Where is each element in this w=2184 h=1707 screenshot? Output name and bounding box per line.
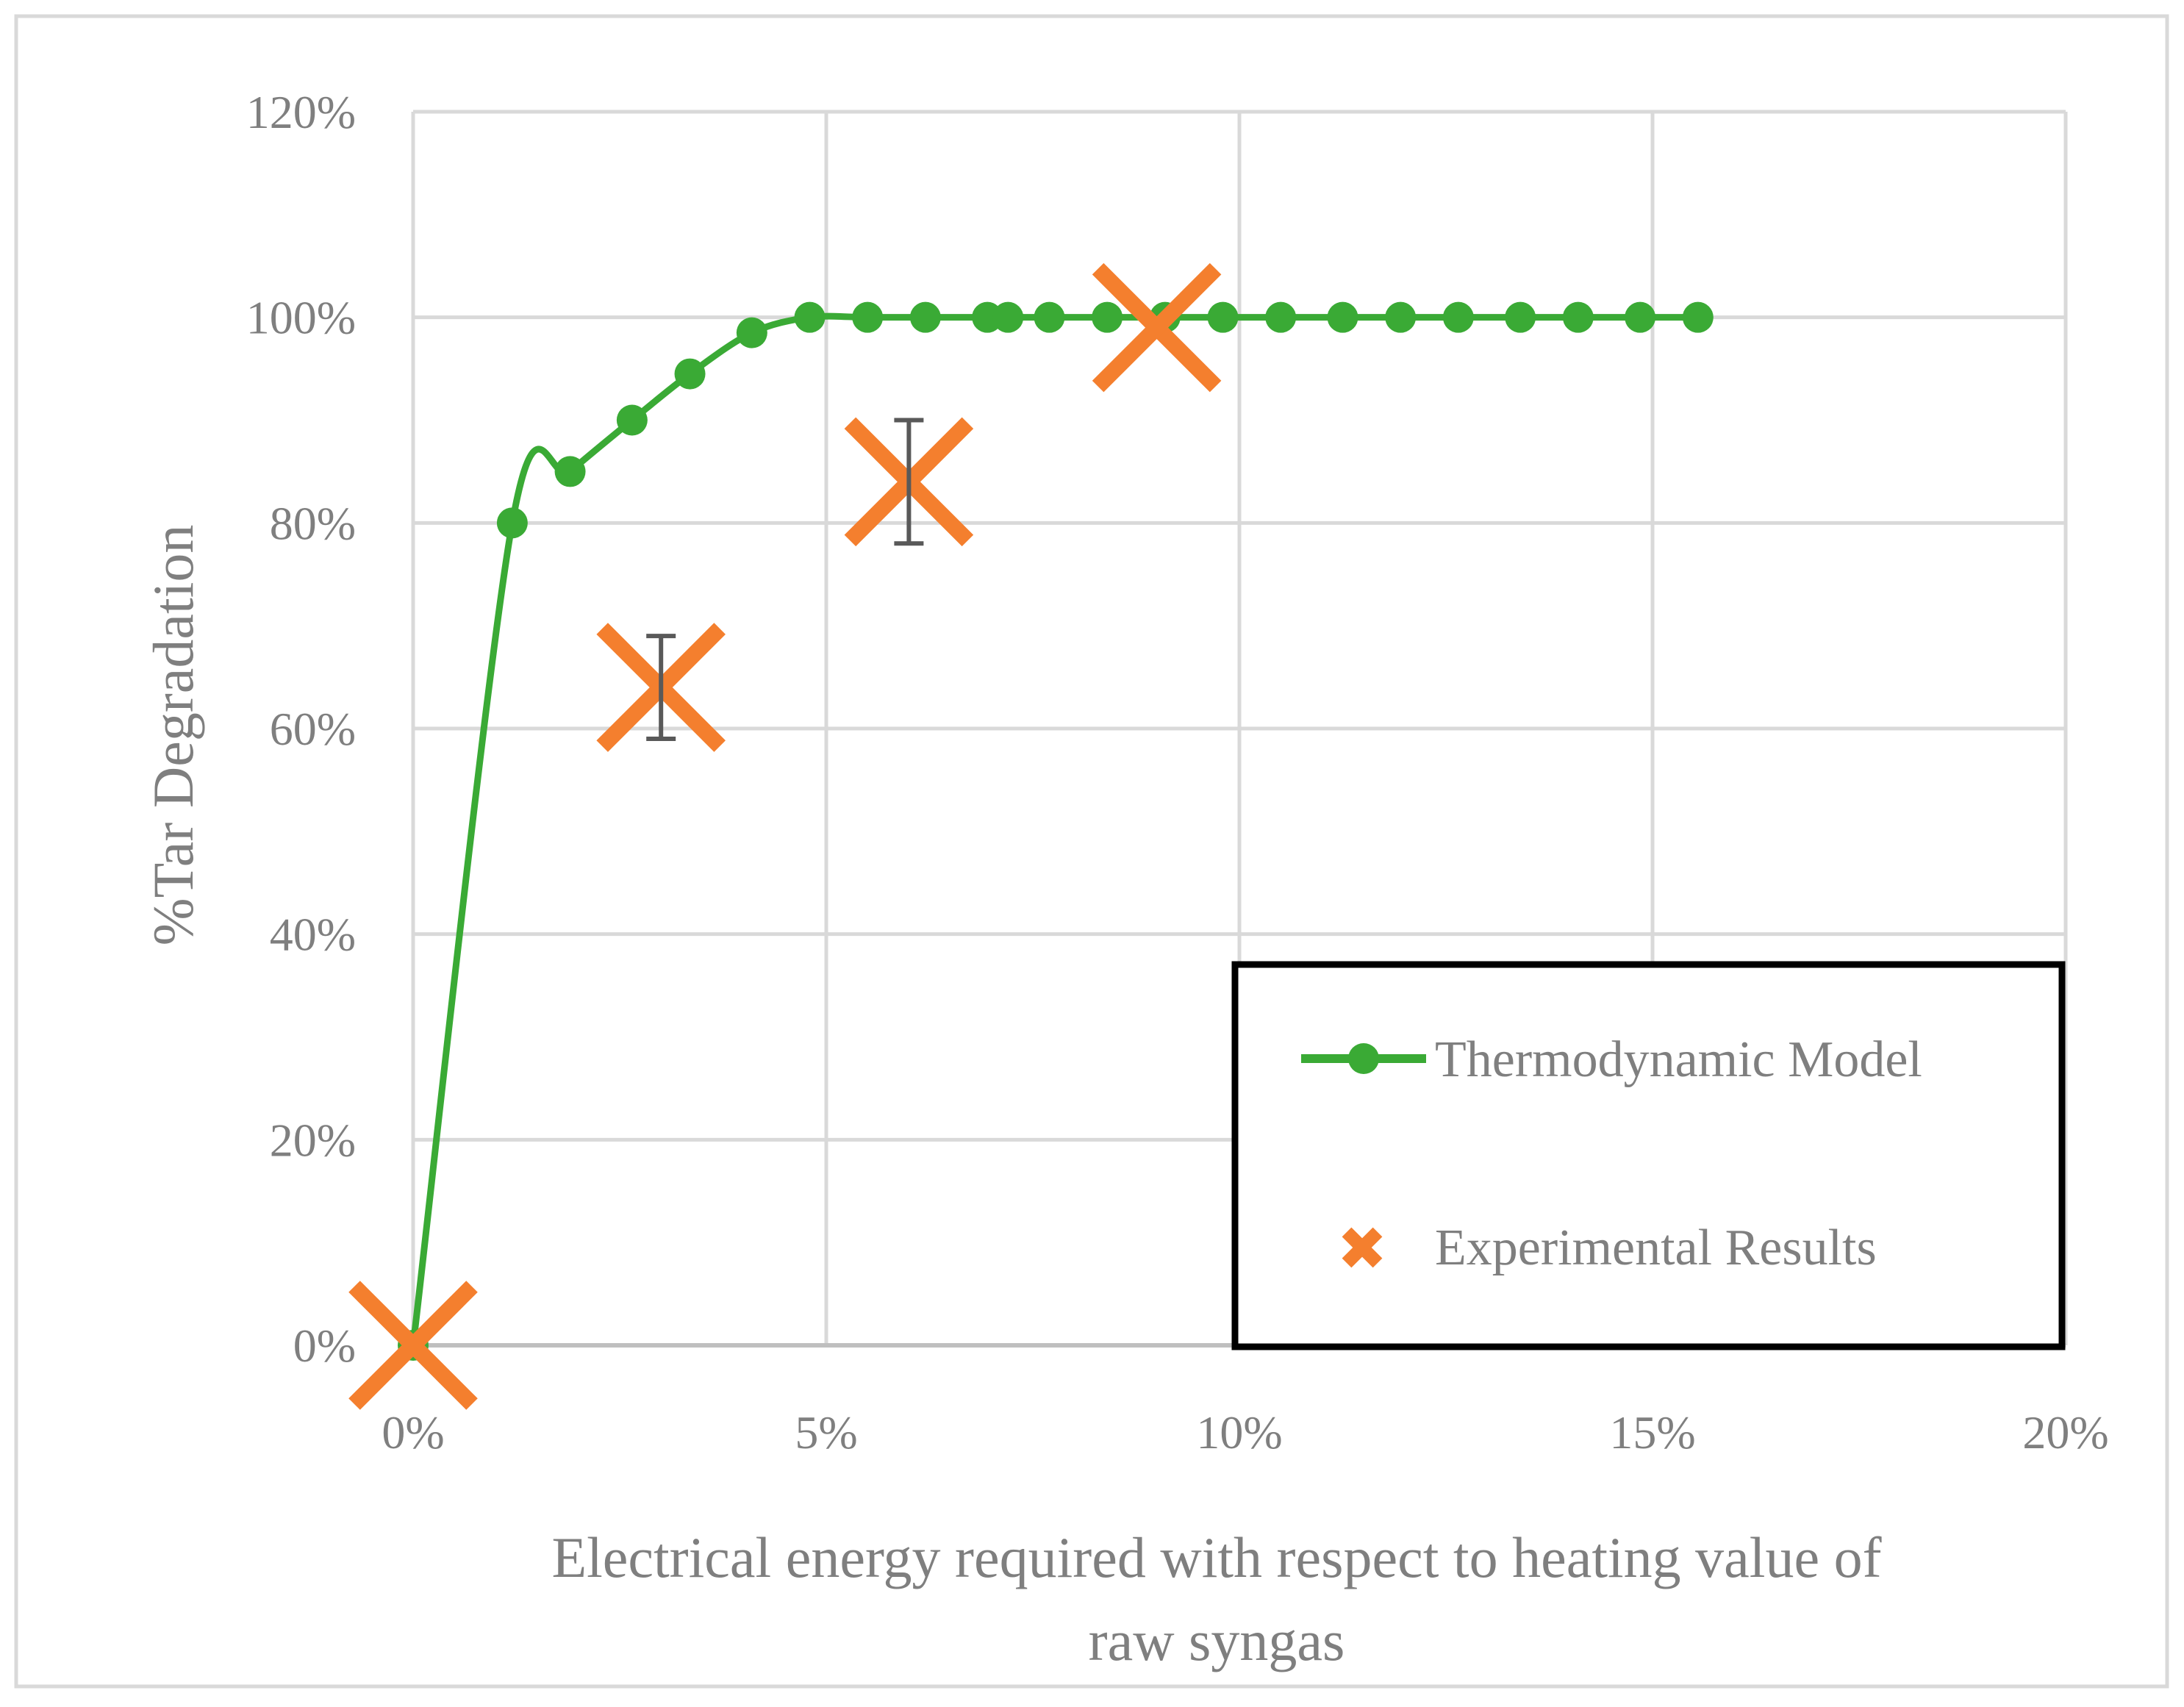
thermodynamic-point-4	[674, 358, 706, 390]
thermodynamic-point-16	[1327, 301, 1358, 333]
series	[348, 262, 1714, 1410]
thermodynamic-point-21	[1625, 301, 1656, 333]
y-tick-label-6: 120%	[246, 86, 356, 138]
thermodynamic-point-11	[1034, 301, 1065, 333]
thermodynamic-point-22	[1682, 301, 1714, 333]
chart-border	[14, 14, 2169, 1689]
thermodynamic-point-10	[992, 301, 1024, 333]
y-tick-label-2: 40%	[270, 909, 356, 961]
x-axis-title-line-1: Electrical energy required with respect …	[551, 1525, 1881, 1589]
experimental-error-bar-1	[646, 634, 676, 741]
experimental-point-0-stroke-b	[348, 1281, 478, 1410]
thermodynamic-point-15	[1265, 301, 1297, 333]
thermodynamic-point-5	[736, 317, 767, 348]
y-tick-label-1: 20%	[270, 1114, 356, 1166]
thermodynamic-point-2	[554, 456, 586, 487]
x-tick-label-3: 15%	[1609, 1406, 1695, 1459]
y-axis-title: %Tar Degradation	[141, 525, 205, 946]
thermodynamic-point-17	[1385, 301, 1417, 333]
x-tick-label-4: 20%	[2022, 1406, 2108, 1459]
experimental-error-bar-2	[894, 418, 924, 546]
x-tick-label-1: 5%	[795, 1406, 857, 1459]
legend: Thermodynamic Model Experimental Results	[1231, 961, 2066, 1350]
legend-marker-experimental	[1342, 1227, 1383, 1268]
thermodynamic-point-19	[1505, 301, 1536, 333]
y-tick-label-5: 100%	[246, 292, 356, 344]
experimental-point-3	[1092, 262, 1222, 393]
legend-label-thermodynamic: Thermodynamic Model	[1435, 1031, 1922, 1088]
thermodynamic-point-18	[1442, 301, 1474, 333]
legend-label-experimental: Experimental Results	[1435, 1220, 1877, 1276]
thermodynamic-point-20	[1562, 301, 1594, 333]
y-tick-label-3: 60%	[270, 703, 356, 755]
thermodynamic-point-8	[909, 301, 941, 333]
experimental-point-3-stroke-b	[1092, 262, 1222, 393]
x-tick-label-0: 0%	[382, 1406, 444, 1459]
thermodynamic-point-6	[794, 301, 826, 333]
x-axis-title-line-2: raw syngas	[1089, 1608, 1345, 1672]
thermodynamic-point-1	[496, 507, 528, 539]
y-tick-label-4: 80%	[270, 497, 356, 549]
axes: 0% 20% 40% 60% 80% 100% 120% 0% 5% 10% 15% 20%	[246, 86, 2109, 1459]
y-tick-label-0: 0%	[293, 1320, 356, 1372]
thermodynamic-point-12	[1092, 301, 1123, 333]
x-tick-label-2: 10%	[1196, 1406, 1282, 1459]
thermodynamic-point-3	[616, 404, 648, 436]
legend-box	[1231, 961, 2066, 1350]
thermodynamic-point-7	[852, 301, 884, 333]
thermodynamic-point-14	[1207, 301, 1239, 333]
experimental-point-0	[348, 1281, 478, 1410]
legend-marker-thermodynamic	[1348, 1043, 1379, 1074]
